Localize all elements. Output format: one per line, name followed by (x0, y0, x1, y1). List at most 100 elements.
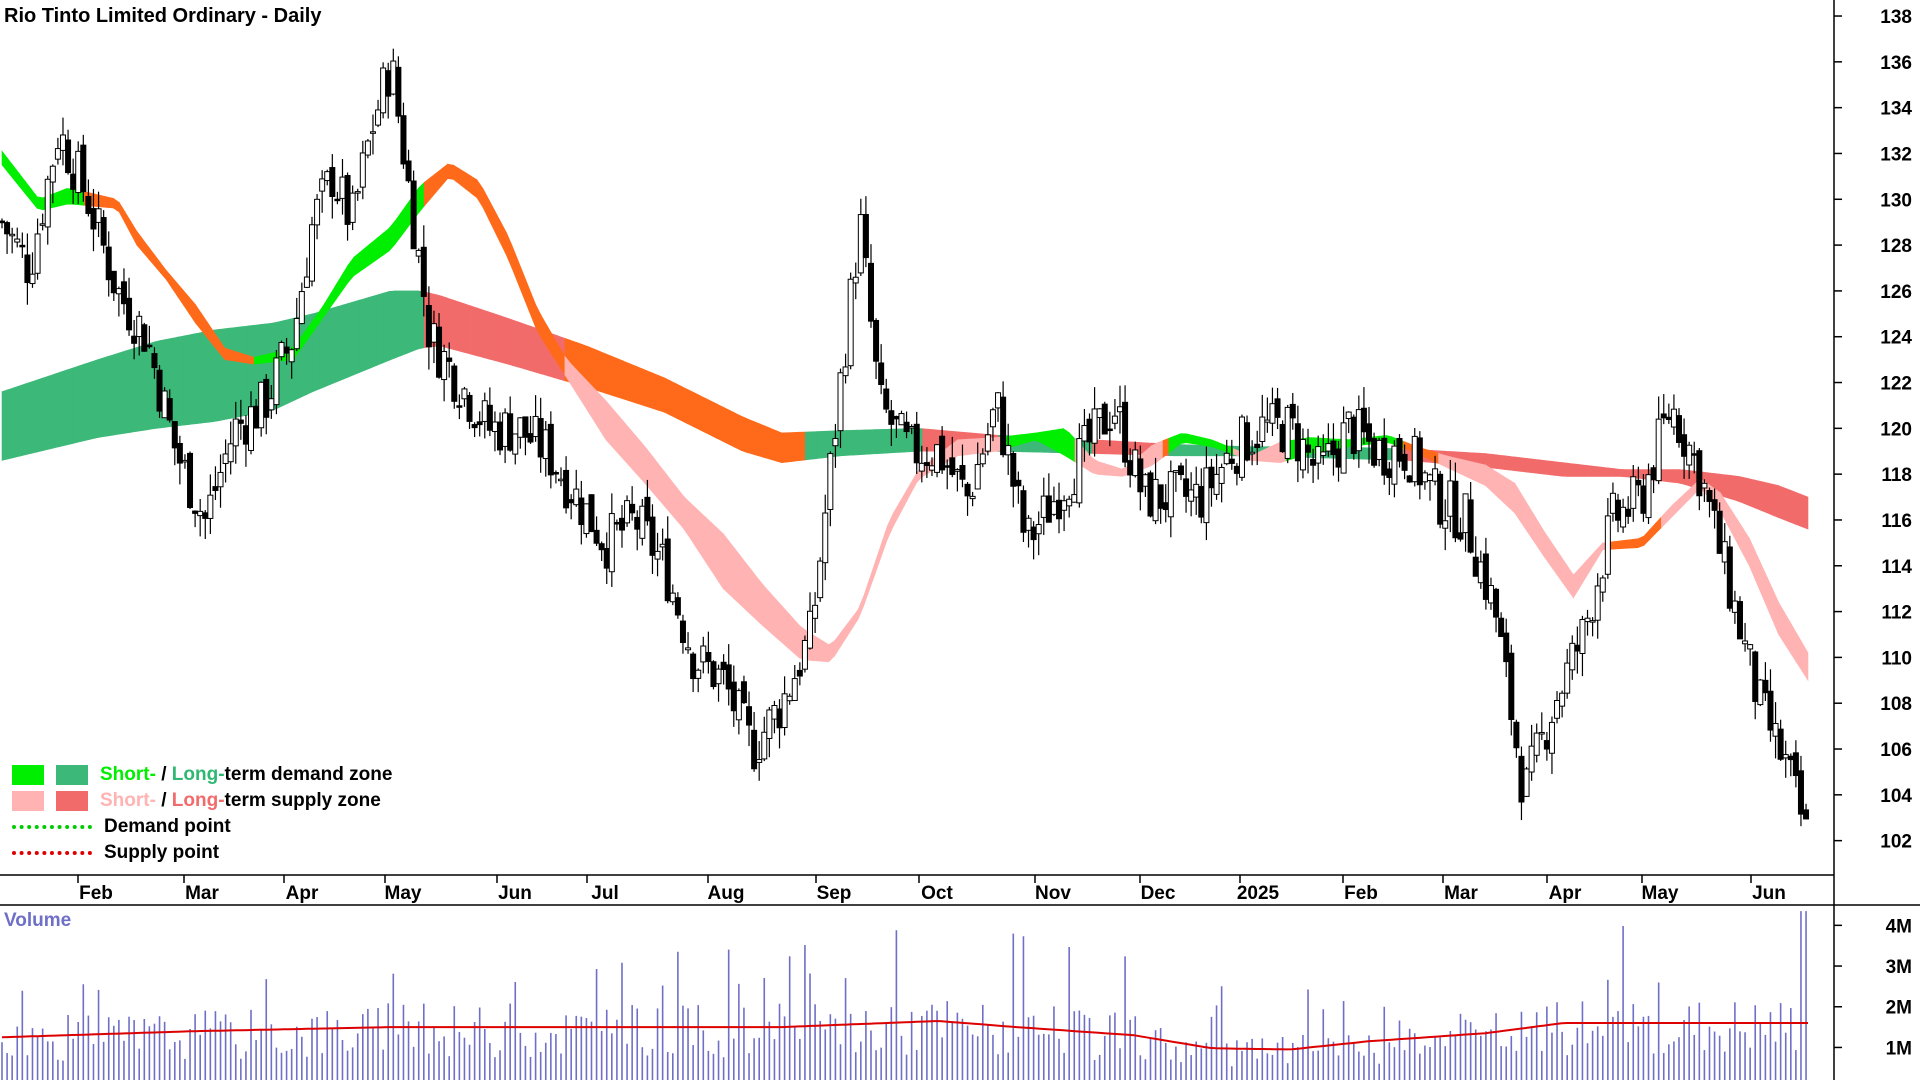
candle-body (90, 208, 97, 230)
short-term-zone-segment (154, 253, 161, 274)
long-term-zone-segment (224, 327, 231, 420)
short-term-zone-segment (130, 220, 138, 246)
candle-body (375, 109, 382, 126)
time-tick-label: 2025 (1237, 883, 1280, 904)
candle-body (1437, 473, 1444, 525)
candle-body (740, 681, 747, 704)
candle-body (481, 400, 488, 422)
candle-body (278, 342, 285, 358)
candle-body (1050, 501, 1057, 515)
long-term-zone-segment (1672, 469, 1680, 484)
candle-body (593, 529, 600, 544)
candle-body (629, 503, 636, 514)
short-term-zone-segment (711, 522, 718, 581)
long-term-zone-segment (13, 385, 20, 458)
short-term-zone-segment (441, 163, 448, 187)
short-term-zone-segment (488, 199, 495, 232)
time-tick-label: Nov (1035, 883, 1071, 904)
candle-body (1289, 403, 1296, 419)
candle-body (187, 452, 194, 508)
short-term-zone-segment (857, 595, 865, 620)
short-term-zone-segment (1104, 463, 1111, 476)
short-term-zone-segment (517, 260, 525, 299)
long-term-zone-segment (48, 373, 56, 450)
candle-body (1045, 495, 1052, 523)
long-term-zone-segment (928, 428, 935, 452)
candle-body (1650, 467, 1657, 481)
long-term-zone-segment (599, 351, 607, 394)
short-term-zone-segment (1508, 479, 1516, 514)
candle-body (39, 223, 46, 226)
candle-body (248, 406, 255, 451)
candle-body (1665, 416, 1672, 420)
short-term-zone-segment (1625, 539, 1633, 549)
short-term-zone-segment (722, 532, 730, 595)
candle-body (1554, 699, 1561, 719)
short-term-zone-segment (1438, 452, 1445, 467)
short-term-zone-segment (611, 406, 618, 454)
candle-body (1366, 423, 1373, 442)
long-term-zone-segment (25, 381, 32, 456)
legend-supply-short-text: Short- (100, 790, 156, 811)
short-term-zone-segment (1514, 482, 1521, 523)
long-term-zone-segment (453, 299, 460, 352)
candle-body (705, 651, 712, 662)
candle-body (354, 191, 361, 194)
candle-body (212, 486, 219, 491)
candle-body (491, 421, 498, 433)
price-tick-label: 112 (1881, 603, 1912, 624)
candle-body (761, 731, 768, 760)
candle-body (415, 249, 422, 257)
long-term-zone-segment (758, 422, 765, 458)
short-term-zone-segment (1772, 589, 1779, 635)
candle-body (746, 706, 753, 726)
candle-body (1579, 619, 1586, 654)
long-term-zone-segment (1496, 454, 1504, 470)
short-term-zone-segment (846, 616, 853, 639)
candle-body (181, 459, 188, 463)
short-term-zone-segment (1274, 441, 1281, 464)
long-term-zone-segment (1514, 456, 1521, 472)
candle-body (1726, 546, 1733, 609)
candle-body (679, 620, 686, 644)
long-term-zone-segment (201, 331, 208, 424)
long-term-zone-segment (1620, 469, 1627, 478)
candle-body (695, 669, 702, 679)
long-term-zone-segment (740, 415, 747, 453)
candle-body (588, 494, 595, 533)
price-tick-label: 120 (1880, 419, 1912, 440)
long-term-zone-segment (1766, 482, 1774, 516)
long-term-zone-segment (1772, 483, 1779, 519)
short-term-zone-segment (470, 175, 478, 199)
short-term-zone-segment (253, 355, 261, 365)
long-term-zone-segment (130, 346, 138, 433)
candle-body (1360, 407, 1367, 433)
candle-body (1391, 445, 1398, 485)
short-term-zone-segment (740, 555, 747, 612)
candle-body (776, 708, 783, 729)
candle-body (898, 413, 905, 426)
candle-body (1747, 644, 1754, 650)
candle-body (873, 319, 880, 362)
price-tick-label: 126 (1880, 282, 1912, 303)
candle-body (857, 214, 864, 274)
short-term-zone-segment (476, 178, 484, 209)
long-term-zone-segment (717, 403, 724, 442)
candle-body (75, 150, 82, 194)
short-term-zone-segment (371, 237, 378, 264)
short-term-zone-segment (769, 592, 777, 639)
candle-body (1096, 408, 1103, 419)
candle-body (949, 457, 956, 475)
candle-body (207, 494, 214, 519)
price-tick-label: 110 (1881, 648, 1912, 669)
long-term-zone-segment (746, 418, 753, 455)
candle-body (486, 404, 493, 431)
candle-body (1782, 754, 1789, 759)
volume-bars (1, 911, 1807, 1080)
short-term-zone-segment (734, 547, 742, 606)
long-term-zone-segment (142, 343, 149, 431)
candle-body (0, 220, 5, 224)
candle-body (735, 690, 742, 721)
short-term-zone-segment (892, 502, 900, 527)
candle-body (796, 669, 803, 677)
